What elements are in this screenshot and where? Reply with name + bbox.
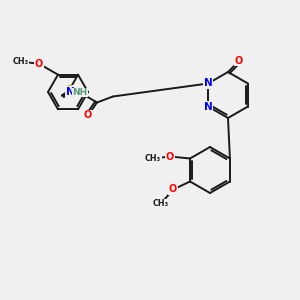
Text: CH₃: CH₃ [13, 57, 29, 66]
Text: CH₃: CH₃ [145, 154, 161, 163]
Text: N: N [204, 101, 212, 112]
Text: NH: NH [72, 88, 88, 97]
Text: O: O [235, 56, 243, 66]
Text: S: S [65, 85, 73, 95]
Text: N: N [66, 87, 75, 97]
Text: O: O [84, 110, 92, 121]
Text: O: O [35, 59, 43, 69]
Text: O: O [169, 184, 177, 194]
Text: O: O [166, 152, 174, 161]
Text: N: N [204, 79, 212, 88]
Text: CH₃: CH₃ [153, 199, 169, 208]
